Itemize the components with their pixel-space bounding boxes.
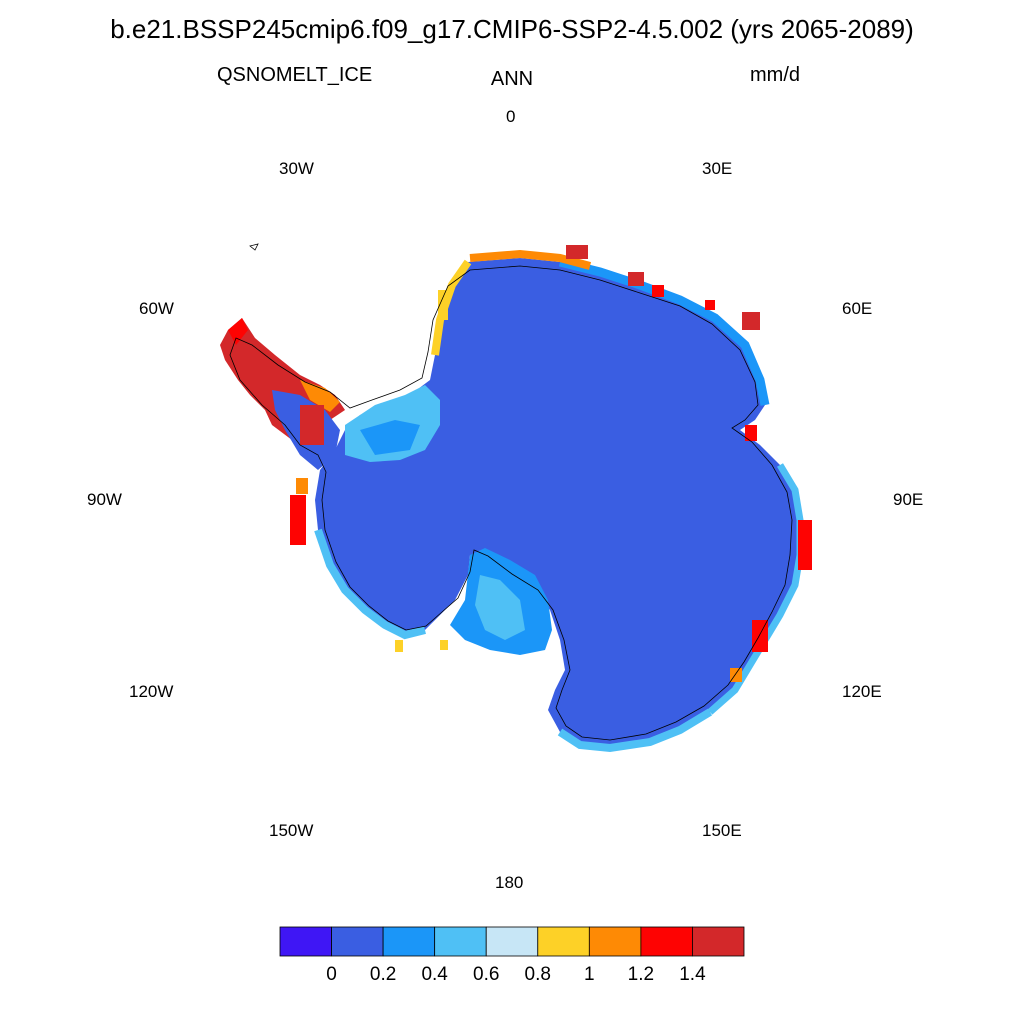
lon-label-150e: 150E — [702, 821, 742, 840]
melt-patch — [395, 640, 403, 652]
lon-label-30w: 30W — [279, 159, 314, 178]
variable-label: QSNOMELT_ICE — [217, 64, 373, 86]
melt-patch — [566, 245, 588, 259]
lon-label-60e: 60E — [842, 299, 873, 318]
colorbar-swatch — [331, 926, 384, 957]
weddell-shelf-blue — [360, 420, 420, 455]
colorbar-swatch — [279, 926, 332, 957]
melt-patch — [300, 405, 324, 445]
lon-label-30e: 30E — [702, 159, 733, 178]
colorbar-swatch — [588, 926, 642, 957]
colorbar-swatch — [692, 926, 745, 957]
small-island — [249, 243, 259, 251]
melt-patch — [705, 300, 715, 310]
units-label: mm/d — [750, 64, 800, 86]
peninsula-melt-red — [228, 318, 248, 345]
colorbar-tick-label: 1 — [584, 964, 595, 985]
lon-label-90w: 90W — [87, 490, 122, 509]
lon-label-150w: 150W — [269, 821, 314, 840]
colorbar-swatch — [640, 926, 693, 957]
peninsula-melt-orange — [300, 380, 340, 412]
colorbar-swatch — [434, 926, 487, 957]
colorbar-swatch — [537, 926, 590, 957]
coast-rim-south — [557, 708, 713, 753]
season-label: ANN — [490, 68, 534, 90]
melt-patch — [752, 620, 768, 652]
ross-shelf-pale — [475, 575, 525, 640]
melt-patch — [652, 285, 664, 297]
colorbar-swatch — [485, 926, 539, 957]
melt-patch — [745, 425, 757, 441]
colorbar-tick-label: 0.6 — [473, 964, 500, 985]
coast-rim-east-outer — [707, 463, 804, 715]
melt-patch — [290, 495, 306, 545]
colorbar — [279, 926, 745, 957]
lon-label-90e: 90E — [893, 490, 924, 509]
colorbar-tick-label: 0.8 — [524, 964, 551, 985]
melt-patch — [296, 478, 308, 494]
colorbar-tick-label: 0.4 — [421, 964, 448, 985]
melt-patch — [438, 290, 448, 320]
coast-rim-west — [314, 528, 426, 640]
melt-patch — [798, 520, 812, 570]
melt-patch — [628, 272, 644, 286]
melt-patch — [440, 640, 448, 650]
coast-rim-east — [558, 257, 770, 406]
colorbar-tick-label: 0.2 — [369, 964, 397, 985]
colorbar-tick-label: 1.4 — [679, 964, 706, 985]
coast-rim-north — [469, 249, 592, 270]
lon-label-180: 180 — [495, 873, 524, 892]
antarctica-landmass — [315, 258, 800, 748]
lon-label-120w: 120W — [129, 682, 174, 701]
lon-label-120e: 120E — [842, 682, 882, 701]
lon-label-60w: 60W — [139, 299, 174, 318]
colorbar-swatch — [382, 926, 436, 957]
coastline — [229, 265, 793, 741]
plot-title: b.e21.BSSP245cmip6.f09_g17.CMIP6-SSP2-4.… — [110, 14, 914, 44]
lon-label-0: 0 — [506, 107, 516, 126]
melt-patch — [742, 312, 760, 330]
colorbar-tick-label: 1.2 — [627, 964, 655, 985]
colorbar-tick-label: 0 — [326, 964, 337, 985]
